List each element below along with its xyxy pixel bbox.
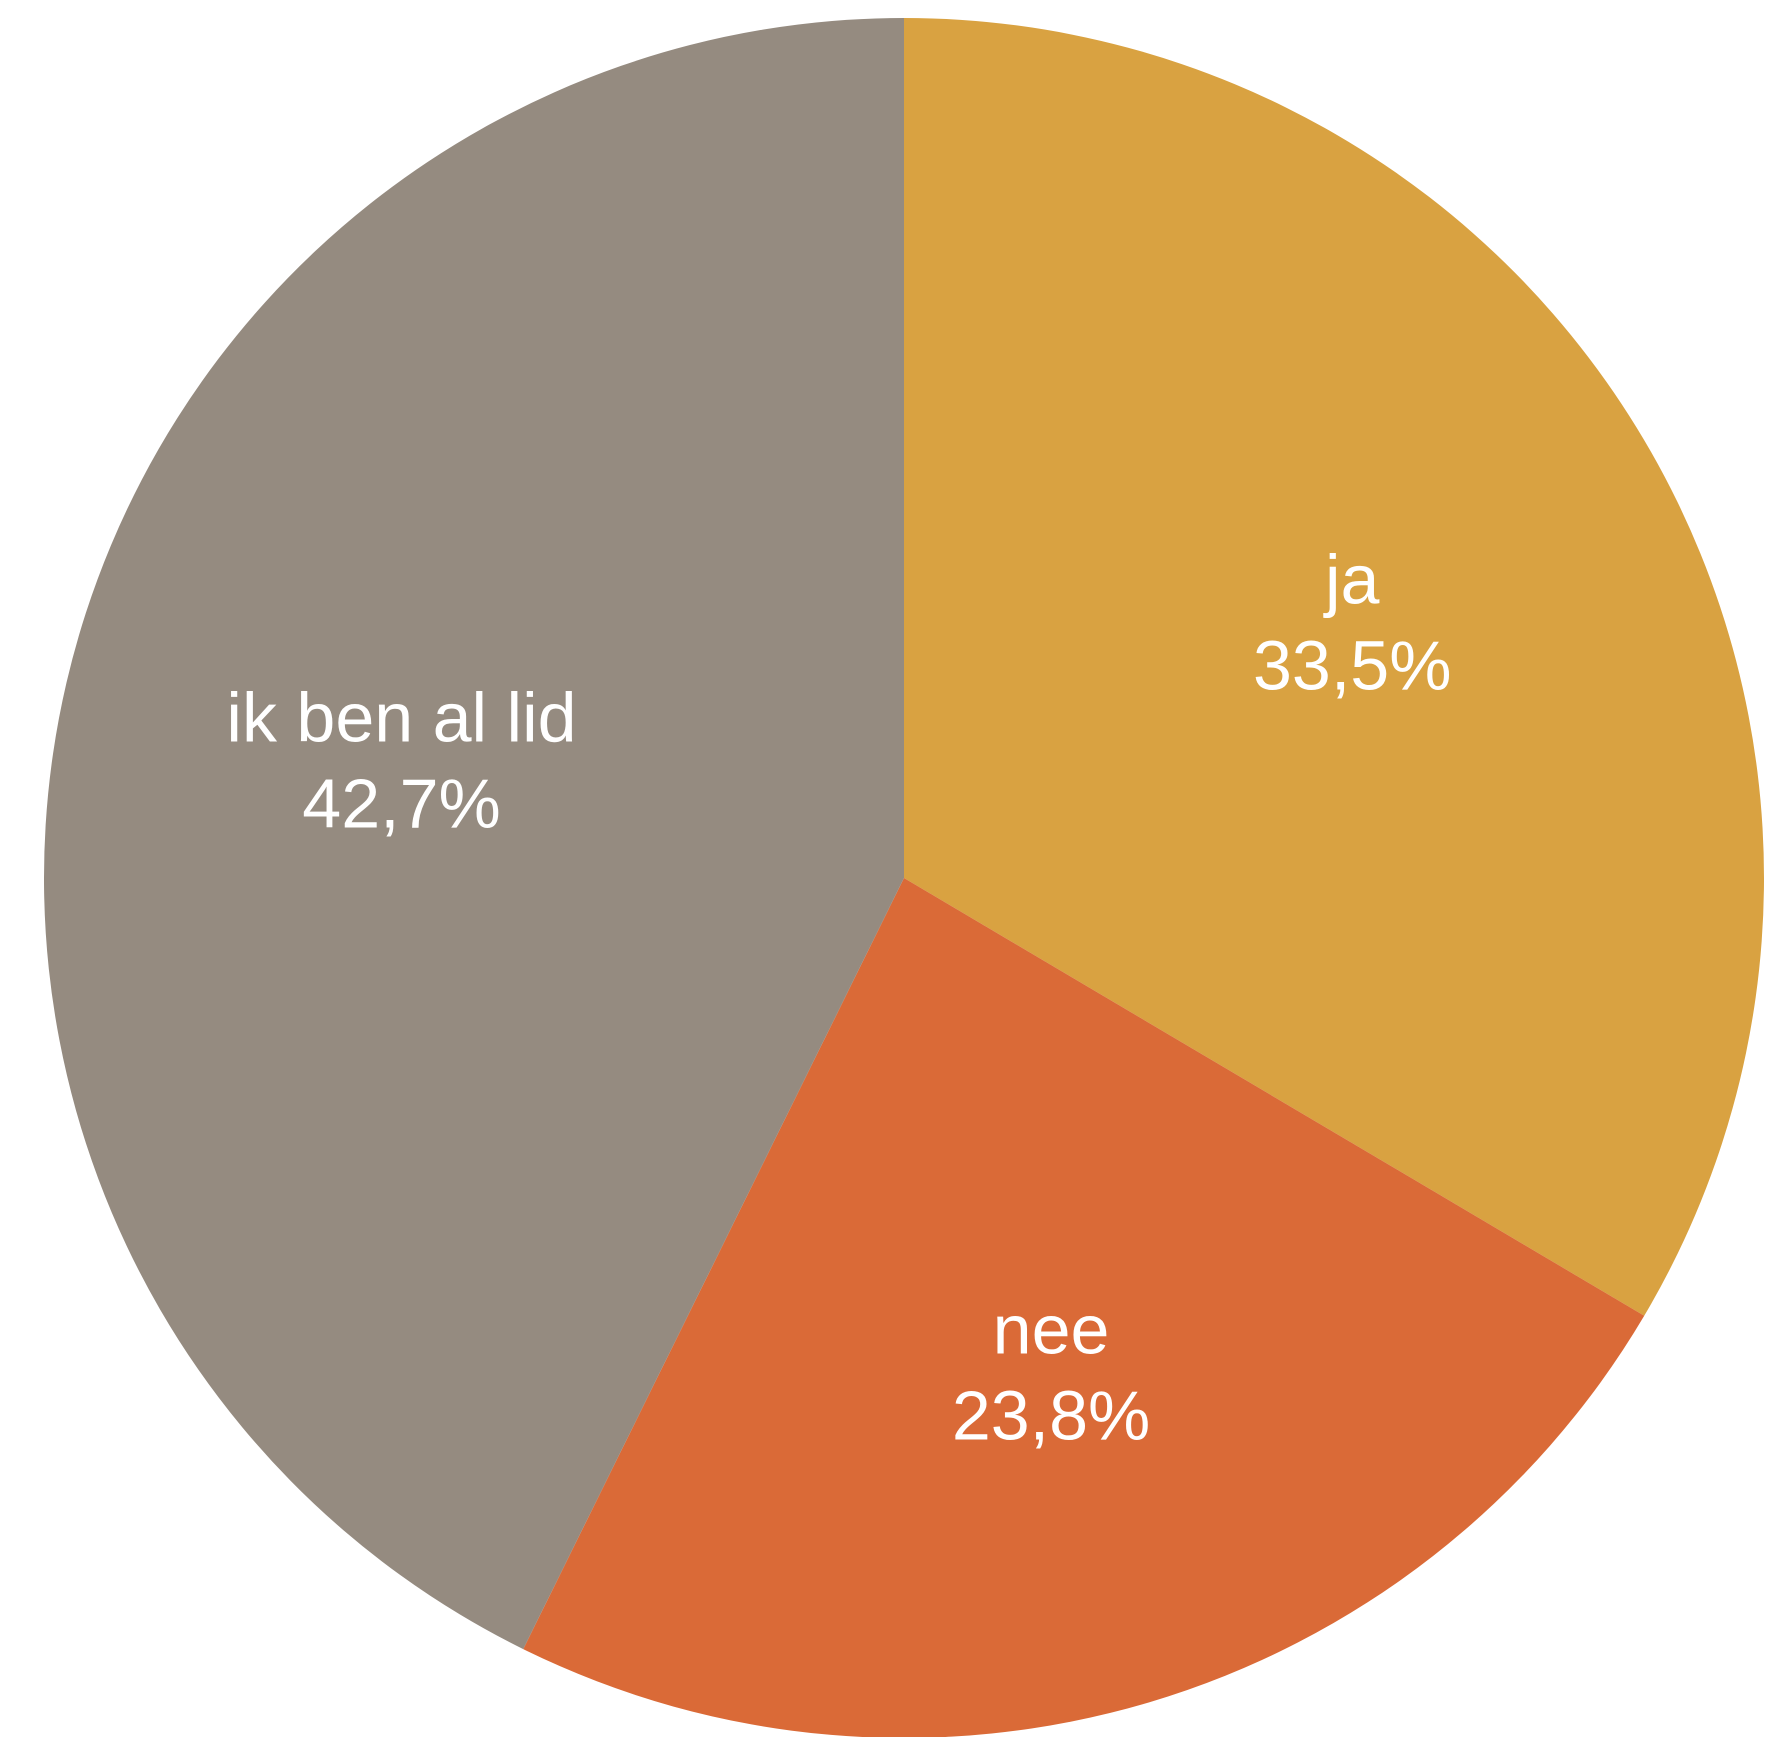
pie-slice-2 [44,18,904,1650]
pie-slice-1 [523,878,1645,1737]
slice-category-label-2: ik ben al lid [226,679,576,757]
pie-slices [44,18,1764,1737]
slice-value-label-2: 42,7% [302,765,500,843]
pie-slice-0 [904,18,1764,1316]
slice-category-label-0: ja [1323,540,1380,618]
pie-labels: ja 33,5% nee 23,8% ik ben al lid 42,7% [226,540,1451,1454]
slice-value-label-0: 33,5% [1253,626,1451,704]
slice-value-label-1: 23,8% [952,1377,1150,1455]
slice-category-label-1: nee [993,1291,1110,1369]
